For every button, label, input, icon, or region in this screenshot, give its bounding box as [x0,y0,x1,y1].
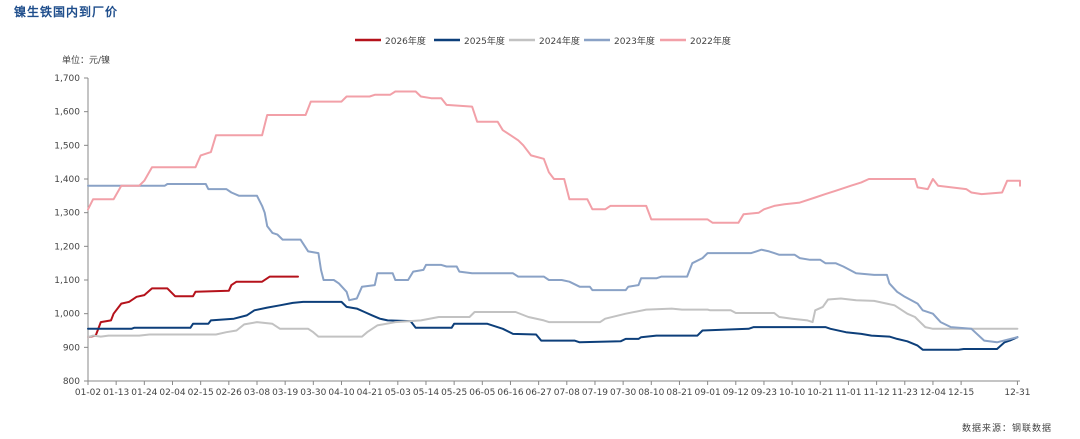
x-tick-label: 05-25 [441,388,467,398]
legend-label: 2025年度 [464,35,505,47]
legend-label: 2023年度 [614,35,655,47]
x-tick-label: 02-15 [188,388,214,398]
series-line-2023年度 [87,183,1019,344]
y-axis-unit-label: 单位：元/镍 [62,54,110,66]
x-tick-label: 03-19 [272,388,298,398]
x-tick-label: 02-26 [216,388,242,398]
x-tick-label: 04-21 [357,388,383,398]
y-tick-label: 800 [63,377,80,387]
x-tick-label: 11-23 [892,388,918,398]
series-line-2022年度 [87,90,1021,224]
x-tick-label: 02-04 [159,388,185,398]
series-line-2026年度 [87,275,299,339]
axes: 800 900 1,000 1,100 1,200 1,300 1,400 1,500 1,60… [54,74,1030,398]
y-tick-label: 1,500 [54,141,80,151]
x-tick-label: 11-01 [835,388,861,398]
x-tick-label: 07-30 [610,388,636,398]
x-tick-label: 04-10 [328,388,354,398]
legend: 2026年度 2025年度 2024年度 2023年度 2022年度 [355,35,731,47]
y-tick-label: 1,700 [54,74,80,84]
x-tick-label: 01-02 [75,388,101,398]
y-tick-label: 1,300 [54,209,80,219]
y-tick-label: 1,100 [54,276,80,286]
x-tick-label: 05-14 [413,388,439,398]
x-tick-label: 09-12 [723,388,749,398]
x-tick-label: 03-30 [300,388,326,398]
x-tick-label: 12-31 [1004,388,1030,398]
y-tick-label: 900 [63,343,80,353]
x-tick-label: 12-15 [948,388,974,398]
x-tick-label: 10-10 [779,388,805,398]
x-tick-label: 08-21 [666,388,692,398]
data-source-note: 数据来源：钢联数据 [961,424,1052,434]
legend-label: 2022年度 [690,35,731,47]
x-tick-label: 07-08 [554,388,580,398]
x-tick-label: 01-13 [103,388,129,398]
y-tick-label: 1,400 [54,175,80,185]
legend-label: 2026年度 [385,35,426,47]
x-tick-label: 09-23 [751,388,777,398]
legend-label: 2024年度 [539,35,580,47]
x-tick-label: 06-16 [497,388,523,398]
x-tick-label: 03-08 [244,388,270,398]
x-tick-label: 11-12 [864,388,890,398]
series-group [87,90,1021,351]
x-tick-label: 07-19 [582,388,608,398]
y-tick-label: 1,000 [54,310,80,320]
x-tick-label: 08-10 [638,388,664,398]
x-tick-label: 10-21 [807,388,833,398]
x-tick-label: 06-27 [526,388,552,398]
x-tick-label: 06-05 [469,388,495,398]
series-line-2024年度 [87,297,1019,339]
y-tick-label: 1,200 [54,242,80,252]
x-tick-label: 05-03 [385,388,411,398]
x-tick-label: 12-04 [920,388,946,398]
x-tick-label: 01-24 [131,388,157,398]
y-tick-label: 1,600 [54,108,80,118]
x-tick-label: 09-01 [695,388,721,398]
chart-title: 镍生铁国内到厂价 [14,5,119,19]
series-line-2025年度 [87,300,1019,351]
